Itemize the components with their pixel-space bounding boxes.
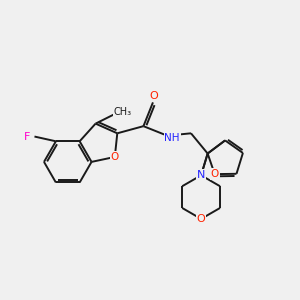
Text: F: F [24, 131, 31, 142]
Text: O: O [197, 214, 206, 224]
Text: O: O [111, 152, 119, 162]
Text: O: O [211, 169, 219, 179]
Text: CH₃: CH₃ [113, 107, 132, 117]
Text: O: O [150, 92, 158, 101]
Text: NH: NH [164, 133, 180, 143]
Text: N: N [197, 170, 205, 180]
